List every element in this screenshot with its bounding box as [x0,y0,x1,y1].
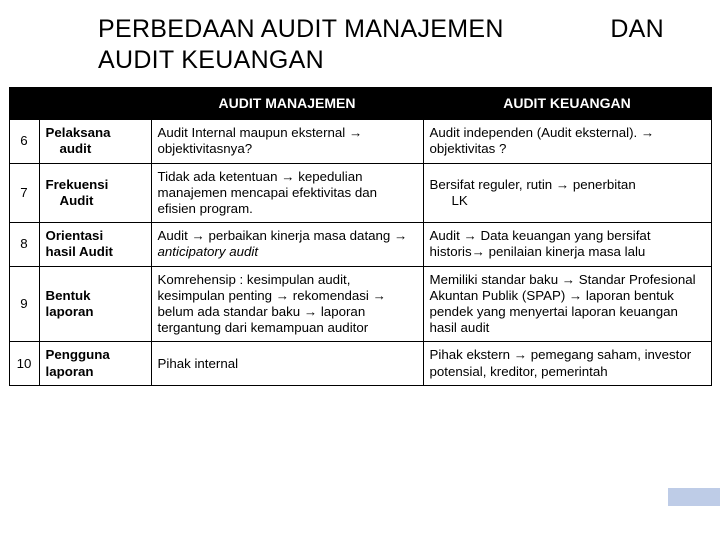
cell-manajemen: Audit → perbaikan kinerja masa datang → … [151,223,423,266]
row-topic: Orientasi hasil Audit [39,223,151,266]
topic-line1: Orientasi [46,228,104,243]
cell-keuangan: Audit independen (Audit eksternal). → ob… [423,120,711,163]
col-manajemen-header: AUDIT MANAJEMEN [151,88,423,120]
title-main: PERBEDAAN AUDIT MANAJEMEN [98,15,504,43]
cell-manajemen: Pihak internal [151,342,423,385]
col-keuangan-header: AUDIT KEUANGAN [423,88,711,120]
row-topic: Frekuensi Audit [39,163,151,223]
cell-keuangan: Pihak ekstern → pemegang saham, investor… [423,342,711,385]
topic-line2: laporan [46,304,145,320]
cell-keuangan: Bersifat reguler, rutin → penerbitanLK [423,163,711,223]
table-row: 10 Pengguna laporan Pihak internal Pihak… [9,342,711,385]
row-num: 7 [9,163,39,223]
topic-line1: Bentuk [46,288,91,303]
topic-line1: Pengguna [46,347,110,362]
comparison-table: AUDIT MANAJEMEN AUDIT KEUANGAN 6 Pelaksa… [9,87,712,386]
table-body: 6 Pelaksana audit Audit Internal maupun … [9,120,711,386]
cell-keuangan: Audit → Data keuangan yang bersifat hist… [423,223,711,266]
table-row: 9 Bentuk laporan Komrehensip : kesimpula… [9,266,711,342]
row-topic: Pelaksana audit [39,120,151,163]
table-row: 7 Frekuensi Audit Tidak ada ketentuan → … [9,163,711,223]
table-row: 8 Orientasi hasil Audit Audit → perbaika… [9,223,711,266]
row-num: 10 [9,342,39,385]
row-num: 9 [9,266,39,342]
cell-manajemen: Audit Internal maupun eksternal → objekt… [151,120,423,163]
row-topic: Bentuk laporan [39,266,151,342]
cell-keuangan-text: Bersifat reguler, rutin → penerbitanLK [430,177,636,208]
title-line2: AUDIT KEUANGAN [98,46,324,74]
topic-line2: audit [46,141,145,157]
topic-line2: laporan [46,364,145,380]
footer-accent-bar [668,488,720,506]
col-topic-header [39,88,151,120]
cell-manajemen: Tidak ada ketentuan → kepedulian manajem… [151,163,423,223]
row-topic: Pengguna laporan [39,342,151,385]
cell-manajemen: Komrehensip : kesimpulan audit, kesimpul… [151,266,423,342]
page-title: PERBEDAAN AUDIT MANAJEMEN DAN AUDIT KEUA… [0,0,720,87]
topic-line2: hasil Audit [46,244,145,260]
cell-keuangan: Memiliki standar baku → Standar Profesio… [423,266,711,342]
col-num-header [9,88,39,120]
title-right: DAN [610,14,698,45]
topic-line1: Frekuensi [46,177,109,192]
topic-line1: Pelaksana [46,125,111,140]
row-num: 6 [9,120,39,163]
table-row: 6 Pelaksana audit Audit Internal maupun … [9,120,711,163]
row-num: 8 [9,223,39,266]
table-header-row: AUDIT MANAJEMEN AUDIT KEUANGAN [9,88,711,120]
topic-line2: Audit [46,193,145,209]
